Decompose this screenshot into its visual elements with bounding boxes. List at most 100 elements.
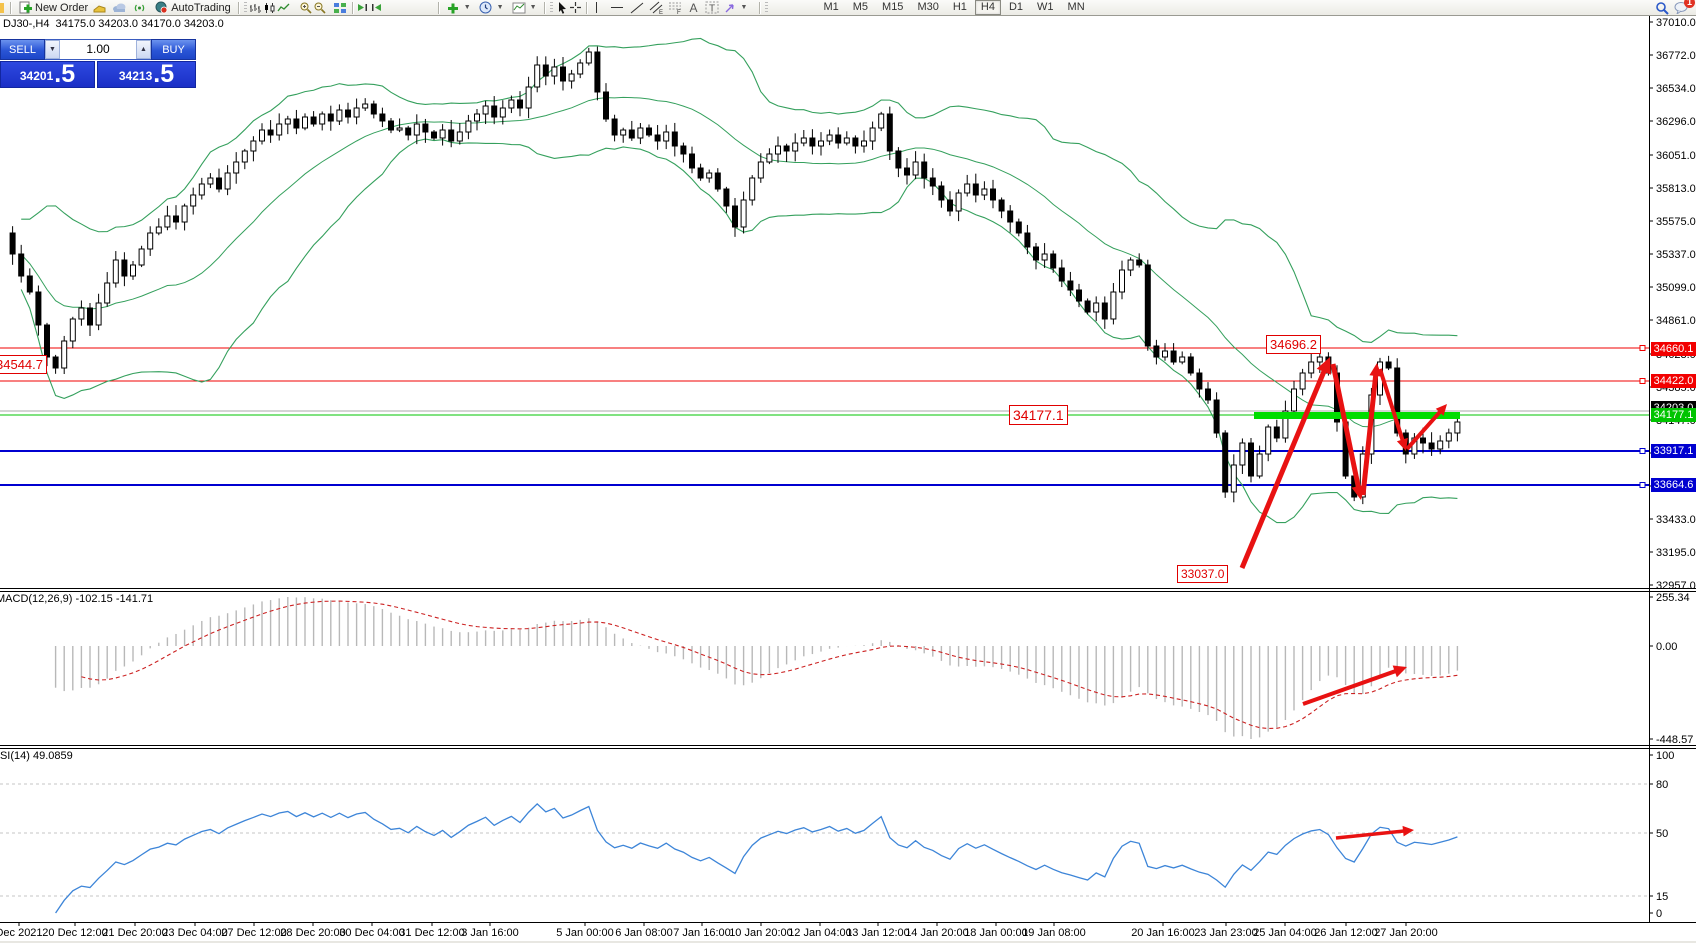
svg-text:21 Dec 20:00: 21 Dec 20:00 [102,927,167,939]
notifications-icon[interactable]: 1 [1673,0,1695,14]
clipped-icon [0,1,7,14]
cursor-icon[interactable] [555,1,569,14]
crosshair-icon[interactable] [569,1,583,14]
buy-price-display[interactable]: 34213 .5 [97,61,196,88]
price-callout[interactable]: 34177.1 [1009,405,1068,425]
price-level-label: 33917.1 [1651,444,1696,458]
svg-text:35099.0: 35099.0 [1656,282,1696,294]
chart-title: DJ30-,H4 34175.0 34203.0 34170.0 34203.0 [3,18,230,30]
svg-text:F: F [677,10,681,14]
arrows-tool-button[interactable]: ▼ [719,0,752,15]
rsi-line [55,803,1458,914]
timeframe-d1[interactable]: D1 [1008,1,1024,13]
new-order-icon [18,1,32,14]
caret-down-icon: ▼ [529,4,537,11]
cloud-icon[interactable] [112,1,126,14]
horizontal-line-icon[interactable] [610,1,624,14]
annotation-arrows[interactable] [1239,357,1447,840]
price-callout[interactable]: 33037.0 [1177,565,1229,583]
separator [585,1,587,14]
buy-button[interactable]: BUY [151,39,196,60]
svg-text:20 Jan 16:00: 20 Jan 16:00 [1131,927,1195,939]
tile-windows-icon[interactable] [333,1,347,14]
zoom-out-icon[interactable] [313,1,327,14]
separator [351,1,353,14]
buy-price-frac: .5 [153,60,175,88]
svg-text:28 Dec 20:00: 28 Dec 20:00 [280,927,345,939]
timeframe-h1[interactable]: H1 [952,1,967,13]
indicators-button[interactable]: ▼ [442,0,475,15]
green-level-band[interactable] [1254,412,1460,419]
sell-price-display[interactable]: 34201 .5 [0,61,95,88]
auto-scroll-icon[interactable] [356,1,370,14]
svg-text:36296.0: 36296.0 [1656,116,1696,128]
templates-button[interactable]: ▼ [508,0,541,15]
svg-text:36772.0: 36772.0 [1656,50,1696,62]
timeframe-m15[interactable]: M15 [882,1,904,13]
svg-text:26 Jan 12:00: 26 Jan 12:00 [1314,927,1378,939]
notification-badge: 1 [1684,0,1695,8]
periods-button[interactable]: ▼ [475,0,508,15]
bar-chart-icon[interactable] [249,1,263,14]
chart-shift-icon[interactable] [370,1,384,14]
toolbar-grip [549,2,553,13]
price-callout[interactable]: 34544.7 [0,355,47,374]
timeframe-w1[interactable]: W1 [1037,1,1054,13]
svg-text:23 Dec 04:00: 23 Dec 04:00 [162,927,227,939]
svg-text:35813.0: 35813.0 [1656,183,1696,195]
macd-histogram [54,597,1459,739]
svg-text:50: 50 [1656,828,1668,840]
volume-input[interactable]: 1.00 [86,42,110,56]
svg-text:33195.0: 33195.0 [1656,547,1696,559]
timeframe-toolbar: M1 M5 M15 M30 H1 H4 D1 W1 MN [816,0,1091,15]
rsi-label: RSI(14) 49.0859 [0,750,73,762]
zoom-in-icon[interactable] [299,1,313,14]
market-icon[interactable] [92,1,106,14]
timeframe-mn[interactable]: MN [1067,1,1085,13]
fibonacci-icon[interactable]: F [668,1,682,14]
svg-text:10 Jan 20:00: 10 Jan 20:00 [729,927,793,939]
text-icon[interactable]: A [687,1,701,14]
candlestick-icon[interactable] [263,1,277,14]
signal-icon[interactable] [132,1,146,14]
toolbar-grip [243,2,247,13]
new-order-button[interactable]: New Order [14,0,92,15]
svg-text:19 Jan 08:00: 19 Jan 08:00 [1022,927,1086,939]
svg-text:14 Jan 20:00: 14 Jan 20:00 [905,927,969,939]
svg-text:36051.0: 36051.0 [1656,150,1696,162]
svg-text:13 Jan 12:00: 13 Jan 12:00 [846,927,910,939]
price-callout[interactable]: 34696.2 [1266,335,1321,354]
panel-frame [0,15,1696,943]
price-axis[interactable]: 37010.0 36772.0 36534.0 36296.0 36051.0 35813… [1649,17,1696,920]
svg-text:34861.0: 34861.0 [1656,315,1696,327]
svg-text:0: 0 [1656,908,1662,920]
equidistant-channel-icon[interactable]: E [649,1,663,14]
svg-text:6 Jan 08:00: 6 Jan 08:00 [615,927,673,939]
svg-text:Dec 2021: Dec 2021 [0,927,43,939]
rsi-levels [0,783,1649,897]
svg-text:27 Jan 20:00: 27 Jan 20:00 [1374,927,1438,939]
vertical-line-icon[interactable] [590,1,604,14]
svg-text:7 Jan 16:00: 7 Jan 16:00 [673,927,731,939]
search-icon[interactable] [1655,1,1669,15]
autotrading-button[interactable]: AutoTrading [150,0,235,15]
line-markers [1639,345,1646,488]
volume-increase-button[interactable]: ▲ [136,40,151,59]
volume-decrease-button[interactable]: ▼ [45,40,60,59]
timeframe-h4[interactable]: H4 [974,0,1001,15]
text-label-icon[interactable]: T [705,1,719,14]
timeframe-m5[interactable]: M5 [852,1,869,13]
separator [10,1,11,14]
sell-price-frac: .5 [54,60,76,88]
line-chart-icon[interactable] [277,1,291,14]
price-level-label: 34660.1 [1651,342,1696,356]
trendline-icon[interactable] [630,1,644,14]
timeframe-m30[interactable]: M30 [917,1,939,13]
timeframe-m1[interactable]: M1 [823,1,839,13]
sell-button[interactable]: SELL [0,39,45,60]
svg-text:25 Jan 04:00: 25 Jan 04:00 [1253,927,1317,939]
svg-text:36534.0: 36534.0 [1656,83,1696,95]
svg-text:23 Jan 23:00: 23 Jan 23:00 [1194,927,1258,939]
